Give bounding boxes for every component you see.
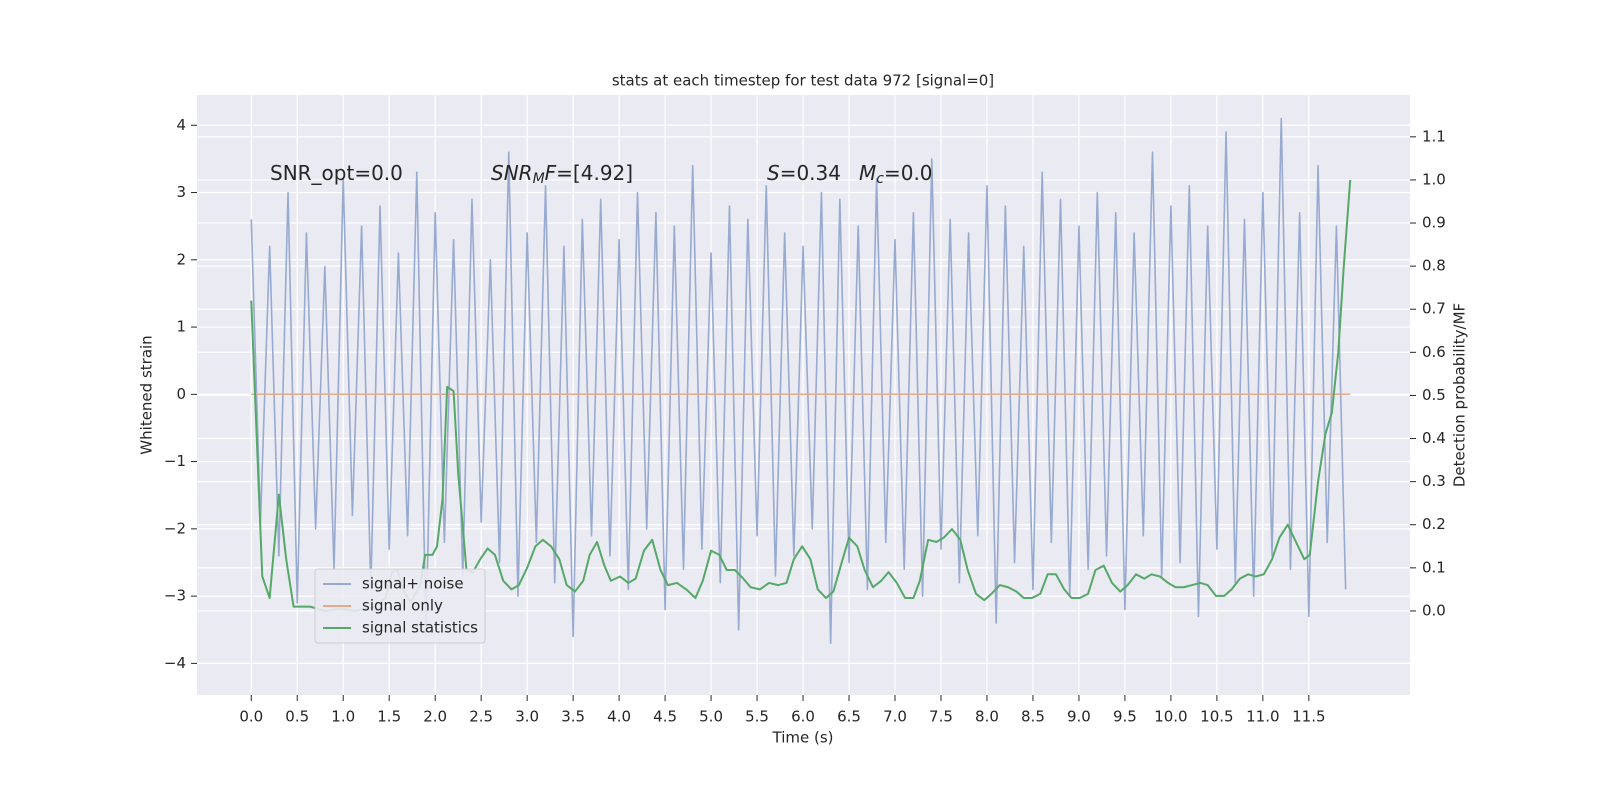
annotation-part: F <box>545 161 557 185</box>
y2-tick-label: 0.8 <box>1422 257 1446 275</box>
x-tick-label: 7.5 <box>929 708 953 726</box>
y2-tick-label: 1.0 <box>1422 170 1446 188</box>
legend-label: signal+ noise <box>362 575 464 593</box>
x-tick-label: 8.5 <box>1021 708 1045 726</box>
x-tick-label: 3.0 <box>515 708 539 726</box>
annotation-part: SNR_opt=0.0 <box>270 161 403 185</box>
y-tick-label: −4 <box>164 654 186 672</box>
x-tick-label: 8.0 <box>975 708 999 726</box>
legend-box <box>314 568 486 644</box>
y2-tick-label: 0.6 <box>1422 343 1446 361</box>
y-tick-label: 4 <box>176 116 186 134</box>
y2-tick-label: 0.0 <box>1422 601 1446 619</box>
annotation: SNRMF=[4.92] <box>491 161 633 188</box>
annotation-part: =[4.92] <box>556 161 633 185</box>
y-tick-label: 2 <box>176 250 186 268</box>
x-tick-label: 0.0 <box>239 708 263 726</box>
x-tick-label: 4.5 <box>653 708 677 726</box>
y2-tick-label: 0.2 <box>1422 515 1446 533</box>
legend-label: signal only <box>362 597 443 615</box>
annotation: Mc=0.0 <box>859 161 933 188</box>
x-tick-label: 2.0 <box>423 708 447 726</box>
y2-tick-label: 0.5 <box>1422 386 1446 404</box>
annotation-part: c <box>876 171 884 187</box>
y-tick-label: 1 <box>176 318 186 336</box>
series-line <box>250 179 1352 612</box>
y2-tick-label: 1.1 <box>1422 127 1446 145</box>
annotation: SNR_opt=0.0 <box>270 161 403 185</box>
series-line <box>250 117 1347 645</box>
legend: signal+ noise signal only signal statistic… <box>314 568 486 644</box>
x-tick-label: 3.5 <box>561 708 585 726</box>
x-tick-label: 5.5 <box>745 708 769 726</box>
x-tick-label: 7.0 <box>883 708 907 726</box>
y-tick-label: −3 <box>164 587 186 605</box>
x-axis-label: Time (s) <box>772 729 834 747</box>
x-tick-label: 9.0 <box>1067 708 1091 726</box>
chart-title: stats at each timestep for test data 972… <box>612 72 994 90</box>
y2-tick-label: 0.1 <box>1422 558 1446 576</box>
x-tick-label: 1.5 <box>377 708 401 726</box>
x-tick-label: 6.0 <box>791 708 815 726</box>
y-tick-label: −2 <box>164 519 186 537</box>
y-tick-label: 3 <box>176 183 186 201</box>
annotation-part: S <box>767 161 780 185</box>
y-tick-label: 0 <box>176 385 186 403</box>
y-axis-label: Whitened strain <box>138 335 156 454</box>
y-tick-label: −1 <box>164 452 186 470</box>
marks <box>250 117 1352 645</box>
x-tick-label: 10.0 <box>1154 708 1187 726</box>
legend-label: signal statistics <box>362 619 478 637</box>
x-tick-label: 4.0 <box>607 708 631 726</box>
x-tick-label: 2.5 <box>469 708 493 726</box>
x-tick-label: 9.5 <box>1113 708 1137 726</box>
x-tick-label: 6.5 <box>837 708 861 726</box>
x-tick-label: 11.0 <box>1246 708 1279 726</box>
annotation-part: SNR <box>491 161 533 185</box>
y2-tick-label: 0.4 <box>1422 429 1446 447</box>
annotation: S=0.34 <box>767 161 841 185</box>
x-tick-label: 10.5 <box>1200 708 1233 726</box>
annotation-part: =0.0 <box>884 161 933 185</box>
y2-axis-label: Detection probability/MF <box>1451 303 1469 487</box>
x-tick-label: 5.0 <box>699 708 723 726</box>
y2-tick-label: 0.9 <box>1422 214 1446 232</box>
annotation-part: M <box>859 161 876 185</box>
x-tick-label: 0.5 <box>285 708 309 726</box>
annotation-part: =0.34 <box>780 161 841 185</box>
x-tick-label: 1.0 <box>331 708 355 726</box>
y2-tick-label: 0.3 <box>1422 472 1446 490</box>
x-tick-label: 11.5 <box>1292 708 1325 726</box>
y2-tick-label: 0.7 <box>1422 300 1446 318</box>
annotation-part: M <box>533 171 545 187</box>
